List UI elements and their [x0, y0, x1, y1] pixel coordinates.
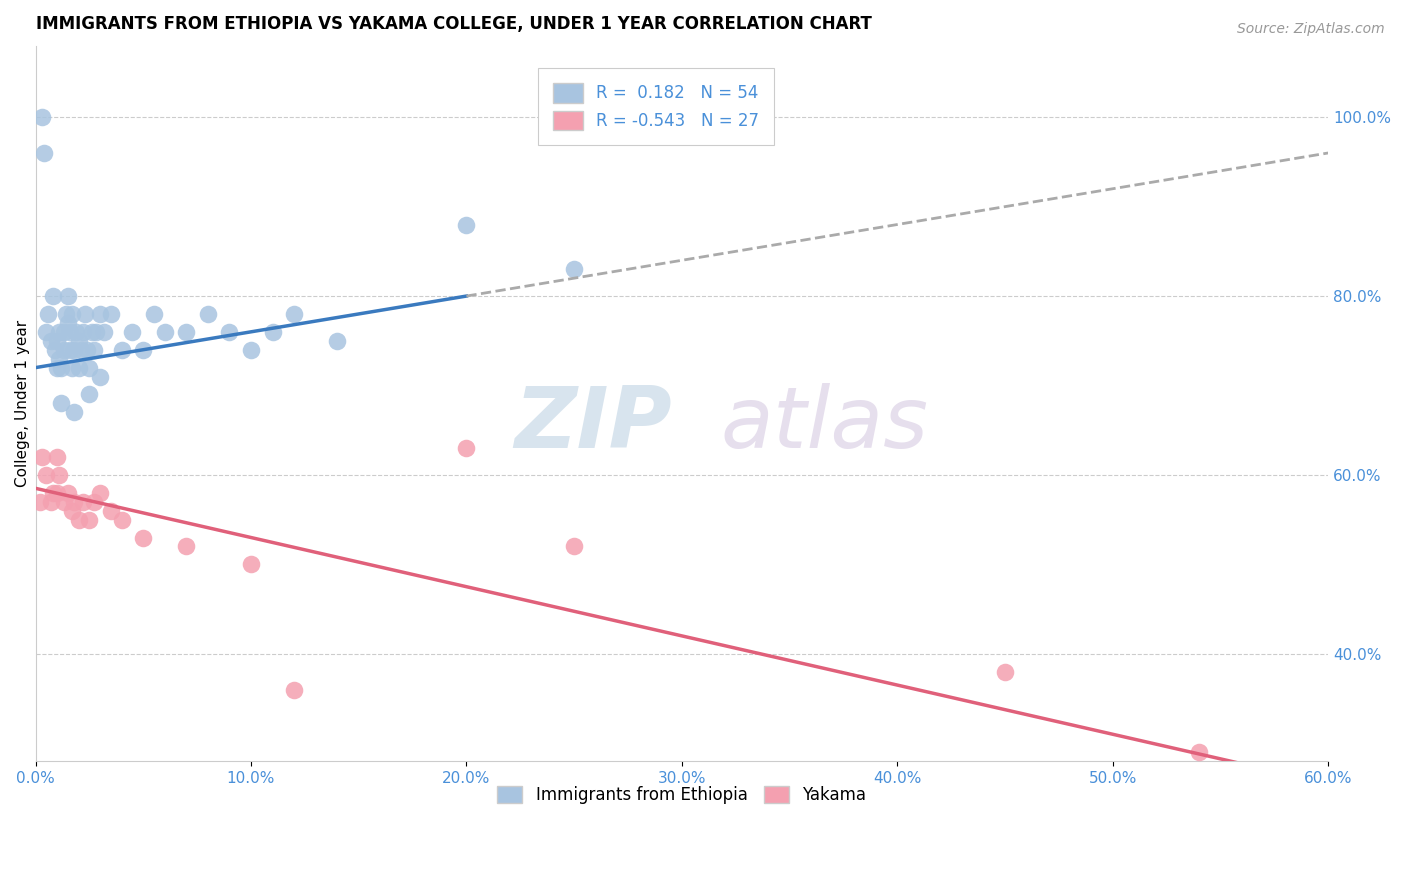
Point [56, 316, 79, 330]
Point [326, 334, 349, 348]
Point [35, 325, 58, 339]
Point [456, 218, 478, 232]
Point [84, 325, 107, 339]
Point [28, 494, 51, 508]
Point [42, 485, 65, 500]
Point [42, 289, 65, 303]
Point [46, 360, 69, 375]
Point [60, 360, 83, 375]
Point [100, 504, 122, 518]
Point [83, 343, 105, 357]
Point [69, 343, 91, 357]
Point [48, 325, 70, 339]
Point [143, 307, 166, 321]
Point [31, 450, 53, 464]
Text: ZIP: ZIP [513, 384, 672, 467]
Point [48, 351, 70, 366]
Point [72, 494, 94, 508]
Point [111, 343, 134, 357]
Point [89, 307, 111, 321]
Point [51, 396, 73, 410]
Point [76, 343, 98, 357]
Point [63, 405, 86, 419]
Point [60, 307, 83, 321]
Point [46, 450, 69, 464]
Point [153, 325, 176, 339]
Point [562, 540, 585, 554]
Point [176, 325, 198, 339]
Point [176, 540, 198, 554]
Point [32, 146, 55, 161]
Point [56, 485, 79, 500]
Point [240, 558, 263, 572]
Point [100, 307, 122, 321]
Point [63, 343, 86, 357]
Legend: Immigrants from Ethiopia, Yakama: Immigrants from Ethiopia, Yakama [484, 772, 880, 817]
Point [262, 325, 284, 339]
Y-axis label: College, Under 1 year: College, Under 1 year [15, 320, 30, 487]
Point [37, 307, 59, 321]
Point [456, 441, 478, 455]
Point [93, 325, 115, 339]
Point [44, 343, 66, 357]
Point [67, 360, 90, 375]
Point [55, 307, 77, 321]
Point [89, 485, 111, 500]
Text: Source: ZipAtlas.com: Source: ZipAtlas.com [1237, 22, 1385, 37]
Point [59, 343, 82, 357]
Point [72, 325, 94, 339]
Point [79, 387, 101, 401]
Point [218, 325, 240, 339]
Point [994, 665, 1017, 679]
Point [83, 494, 105, 508]
Point [79, 360, 101, 375]
Point [52, 325, 75, 339]
Point [52, 343, 75, 357]
Text: atlas: atlas [721, 384, 928, 467]
Point [63, 494, 86, 508]
Point [80, 325, 103, 339]
Point [67, 334, 90, 348]
Point [121, 325, 143, 339]
Text: IMMIGRANTS FROM ETHIOPIA VS YAKAMA COLLEGE, UNDER 1 YEAR CORRELATION CHART: IMMIGRANTS FROM ETHIOPIA VS YAKAMA COLLE… [35, 15, 872, 33]
Point [132, 343, 155, 357]
Point [197, 307, 219, 321]
Point [240, 343, 263, 357]
Point [67, 513, 90, 527]
Point [60, 504, 83, 518]
Point [132, 531, 155, 545]
Point [46, 485, 69, 500]
Point [52, 494, 75, 508]
Point [283, 682, 305, 697]
Point [79, 513, 101, 527]
Point [111, 513, 134, 527]
Point [59, 325, 82, 339]
Point [39, 334, 62, 348]
Point [283, 307, 305, 321]
Point [89, 369, 111, 384]
Point [31, 110, 53, 124]
Point [56, 289, 79, 303]
Point [65, 325, 87, 339]
Point [562, 262, 585, 277]
Point [48, 467, 70, 482]
Point [51, 360, 73, 375]
Point [1188, 745, 1211, 759]
Point [35, 467, 58, 482]
Point [46, 334, 69, 348]
Point [75, 307, 97, 321]
Point [39, 494, 62, 508]
